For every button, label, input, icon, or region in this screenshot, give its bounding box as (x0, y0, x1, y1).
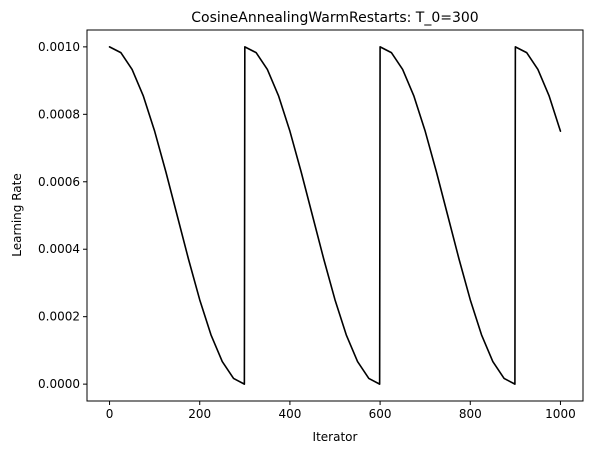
x-tick-label: 400 (278, 407, 301, 421)
x-tick-label: 0 (106, 407, 114, 421)
series-line-0 (108, 46, 562, 385)
x-tick-label: 1000 (545, 407, 576, 421)
y-tick-label: 0.0000 (38, 377, 80, 391)
chart-title: CosineAnnealingWarmRestarts: T_0=300 (191, 10, 478, 26)
y-tick-label: 0.0008 (38, 107, 80, 121)
y-tick-label: 0.0010 (38, 40, 80, 54)
x-tick-label: 800 (459, 407, 482, 421)
y-tick-label: 0.0004 (38, 242, 80, 256)
series-layer (108, 46, 562, 385)
y-axis-ticks: 0.0000 0.0002 0.0004 0.0006 0.0008 0.0010 (38, 40, 87, 391)
x-tick-label: 200 (188, 407, 211, 421)
y-tick-label: 0.0002 (38, 310, 80, 324)
x-tick-label: 600 (369, 407, 392, 421)
plot-area-frame (86, 29, 584, 402)
y-axis-label: Learning Rate (10, 173, 24, 256)
x-axis-label: Iterator (313, 430, 358, 444)
y-tick-label: 0.0006 (38, 175, 80, 189)
x-axis-ticks: 0 200 400 600 800 1000 (106, 401, 576, 421)
